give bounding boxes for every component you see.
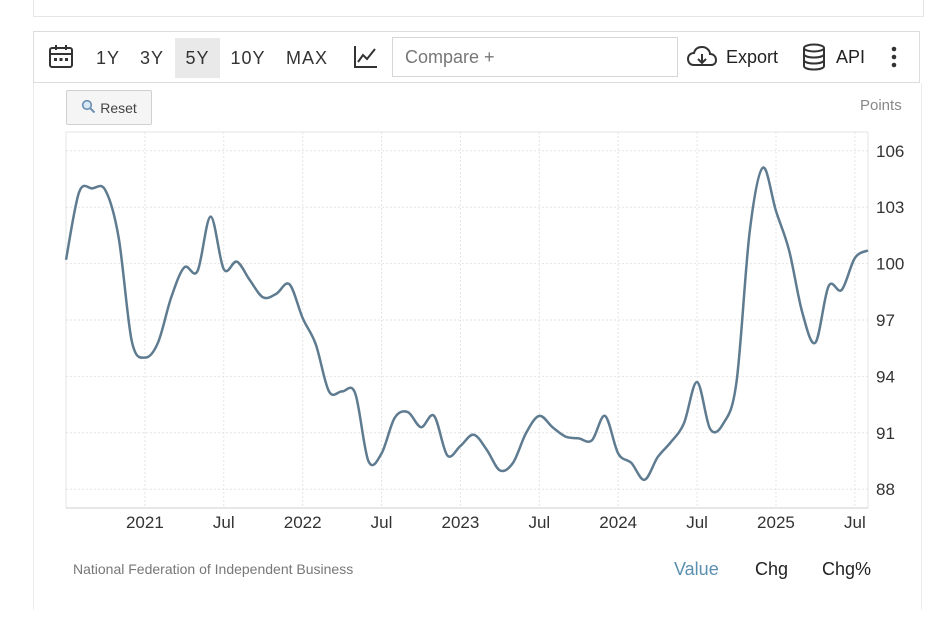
reset-label: Reset bbox=[100, 99, 137, 116]
export-button[interactable]: Export bbox=[686, 32, 778, 82]
chart-frame bbox=[33, 83, 922, 610]
api-button[interactable]: API bbox=[802, 32, 865, 82]
magnifier-icon bbox=[81, 99, 96, 117]
tab-chg-percent[interactable]: Chg% bbox=[822, 559, 872, 579]
range-5y-button[interactable]: 5Y bbox=[175, 38, 220, 78]
compare-input[interactable]: Compare + bbox=[392, 37, 678, 77]
y-axis-unit-label: Points bbox=[860, 97, 902, 114]
range-3y-button[interactable]: 3Y bbox=[139, 47, 165, 68]
tab-value[interactable]: Value bbox=[674, 559, 719, 579]
database-icon bbox=[803, 43, 825, 71]
chart-toolbar: 1Y 3Y 5Y 10Y MAX Compare + Export API bbox=[33, 31, 920, 83]
data-source-label: National Federation of Independent Busin… bbox=[73, 561, 354, 577]
cloud-download-icon bbox=[686, 45, 718, 66]
export-label: Export bbox=[726, 46, 779, 67]
api-label: API bbox=[836, 46, 866, 67]
line-chart-icon[interactable] bbox=[353, 32, 379, 82]
top-panel bbox=[33, 0, 924, 17]
calendar-icon[interactable] bbox=[48, 32, 74, 82]
tab-chg[interactable]: Chg bbox=[755, 559, 789, 579]
more-menu-icon[interactable] bbox=[889, 32, 899, 82]
range-10y-button[interactable]: 10Y bbox=[230, 47, 266, 68]
range-1y-button[interactable]: 1Y bbox=[95, 47, 121, 68]
range-max-button[interactable]: MAX bbox=[285, 47, 328, 68]
reset-zoom-button[interactable]: Reset bbox=[66, 90, 152, 125]
